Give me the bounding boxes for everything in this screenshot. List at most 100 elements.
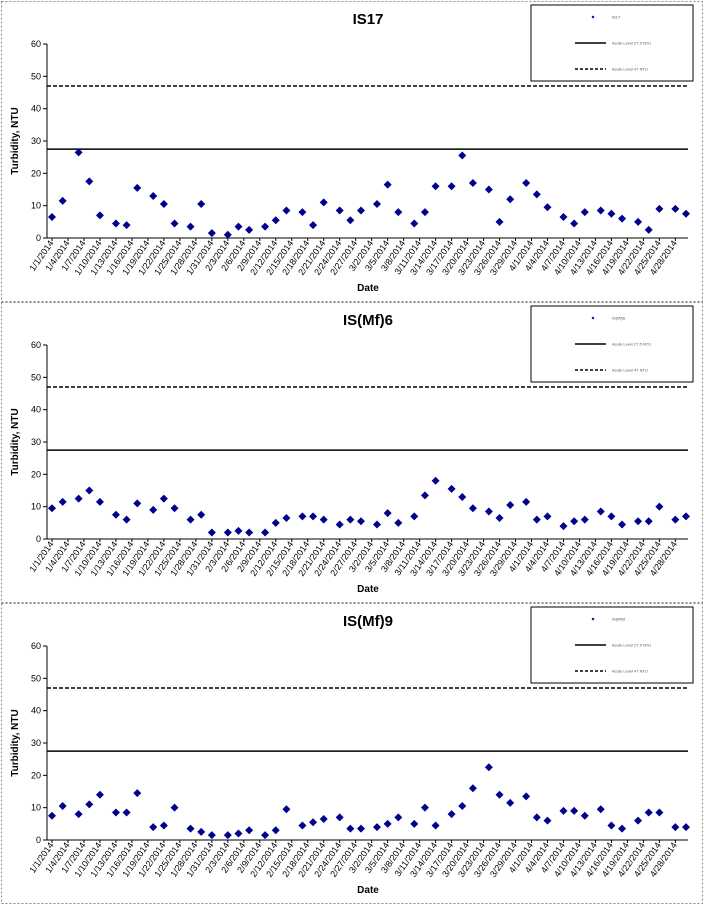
legend-box — [530, 606, 694, 684]
data-point — [447, 182, 456, 191]
y-tick-label: 10 — [31, 502, 41, 512]
y-tick-label: 30 — [31, 437, 41, 447]
y-tick-label: 50 — [31, 372, 41, 382]
data-point — [570, 517, 579, 526]
data-point — [431, 182, 440, 191]
panel-border — [1, 1, 703, 302]
legend-label: IS(Mf)6 — [612, 316, 626, 321]
data-point — [309, 221, 318, 230]
data-point — [596, 507, 605, 516]
data-point — [468, 504, 477, 513]
legend-marker — [591, 316, 595, 320]
data-point — [532, 813, 541, 822]
panel-border — [1, 603, 703, 904]
y-tick-label: 60 — [31, 641, 41, 651]
data-point — [170, 219, 179, 228]
y-tick-label: 50 — [31, 71, 41, 81]
data-point — [543, 816, 552, 825]
data-point — [447, 484, 456, 493]
data-point — [111, 808, 120, 817]
data-point — [607, 821, 616, 830]
data-point — [58, 802, 67, 811]
data-point — [607, 512, 616, 521]
data-point — [522, 179, 531, 188]
legend-label: Acute Level 27.5 NTU — [612, 342, 651, 347]
data-point — [58, 497, 67, 506]
data-point — [261, 831, 270, 840]
y-tick-label: 30 — [31, 136, 41, 146]
data-point — [580, 811, 589, 820]
data-point — [271, 826, 280, 835]
data-point — [655, 502, 664, 511]
data-point — [335, 520, 344, 529]
data-point — [596, 805, 605, 814]
data-point — [85, 486, 94, 495]
data-point — [197, 510, 206, 519]
legend-box — [530, 4, 694, 82]
data-point — [298, 512, 307, 521]
data-point — [447, 810, 456, 819]
data-point — [383, 509, 392, 518]
data-point — [309, 512, 318, 521]
data-point — [111, 219, 120, 228]
data-point — [634, 217, 643, 226]
data-point — [133, 789, 142, 798]
data-point — [532, 190, 541, 199]
data-point — [634, 517, 643, 526]
legend-label: Acute Level 47 NTU — [612, 669, 648, 674]
data-point — [319, 515, 328, 524]
data-point — [372, 520, 381, 529]
data-point — [48, 811, 56, 820]
y-tick-label: 10 — [31, 201, 41, 211]
data-point — [410, 819, 419, 828]
data-point — [186, 824, 195, 833]
data-point — [484, 763, 493, 772]
chart-title: IS(Mf)9 — [343, 613, 393, 630]
data-point — [420, 803, 429, 812]
data-point — [223, 528, 232, 537]
data-point — [570, 219, 579, 228]
data-point — [580, 208, 589, 217]
data-point — [133, 499, 142, 508]
data-point — [431, 821, 440, 830]
data-point — [580, 515, 589, 524]
data-point — [495, 790, 504, 799]
data-point — [346, 515, 355, 524]
data-point — [543, 203, 552, 212]
data-point — [357, 824, 366, 833]
data-point — [149, 505, 158, 514]
data-point — [357, 206, 366, 215]
data-point — [682, 823, 690, 832]
data-point — [618, 520, 627, 529]
data-point — [335, 206, 344, 215]
legend-label: Acute Level 27.5 NTU — [612, 41, 651, 46]
data-point — [85, 800, 94, 809]
data-point — [197, 827, 206, 836]
data-point — [410, 219, 419, 228]
data-point — [484, 507, 493, 516]
data-point — [468, 179, 477, 188]
data-point — [644, 517, 653, 526]
data-point — [607, 209, 616, 218]
legend-label: IS(Mf)9 — [612, 617, 626, 622]
data-point — [85, 177, 94, 186]
data-point — [431, 476, 440, 485]
data-point — [644, 225, 653, 234]
data-point — [655, 808, 664, 817]
data-point — [495, 217, 504, 226]
y-tick-label: 40 — [31, 104, 41, 114]
data-point — [559, 522, 568, 531]
legend-box — [530, 305, 694, 383]
data-point — [245, 826, 254, 835]
y-tick-label: 60 — [31, 39, 41, 49]
data-point — [282, 805, 291, 814]
data-point — [122, 808, 131, 817]
data-point — [234, 526, 243, 535]
x-axis-label: Date — [357, 885, 379, 896]
data-point — [394, 813, 403, 822]
data-point — [207, 528, 216, 537]
data-point — [261, 528, 270, 537]
data-point — [74, 810, 83, 819]
y-tick-label: 20 — [31, 469, 41, 479]
